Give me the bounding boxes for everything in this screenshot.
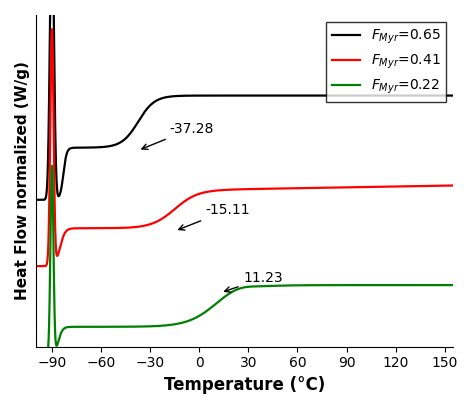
Legend: $F_{Myr}$=0.65, $F_{Myr}$=0.41, $F_{Myr}$=0.22: $F_{Myr}$=0.65, $F_{Myr}$=0.41, $F_{Myr}…	[326, 22, 446, 102]
Y-axis label: Heat Flow normalized (W/g): Heat Flow normalized (W/g)	[15, 61, 30, 300]
Text: -15.11: -15.11	[179, 203, 250, 230]
Text: 11.23: 11.23	[225, 271, 283, 292]
Text: -37.28: -37.28	[142, 121, 214, 149]
X-axis label: Temperature (°C): Temperature (°C)	[164, 376, 325, 394]
